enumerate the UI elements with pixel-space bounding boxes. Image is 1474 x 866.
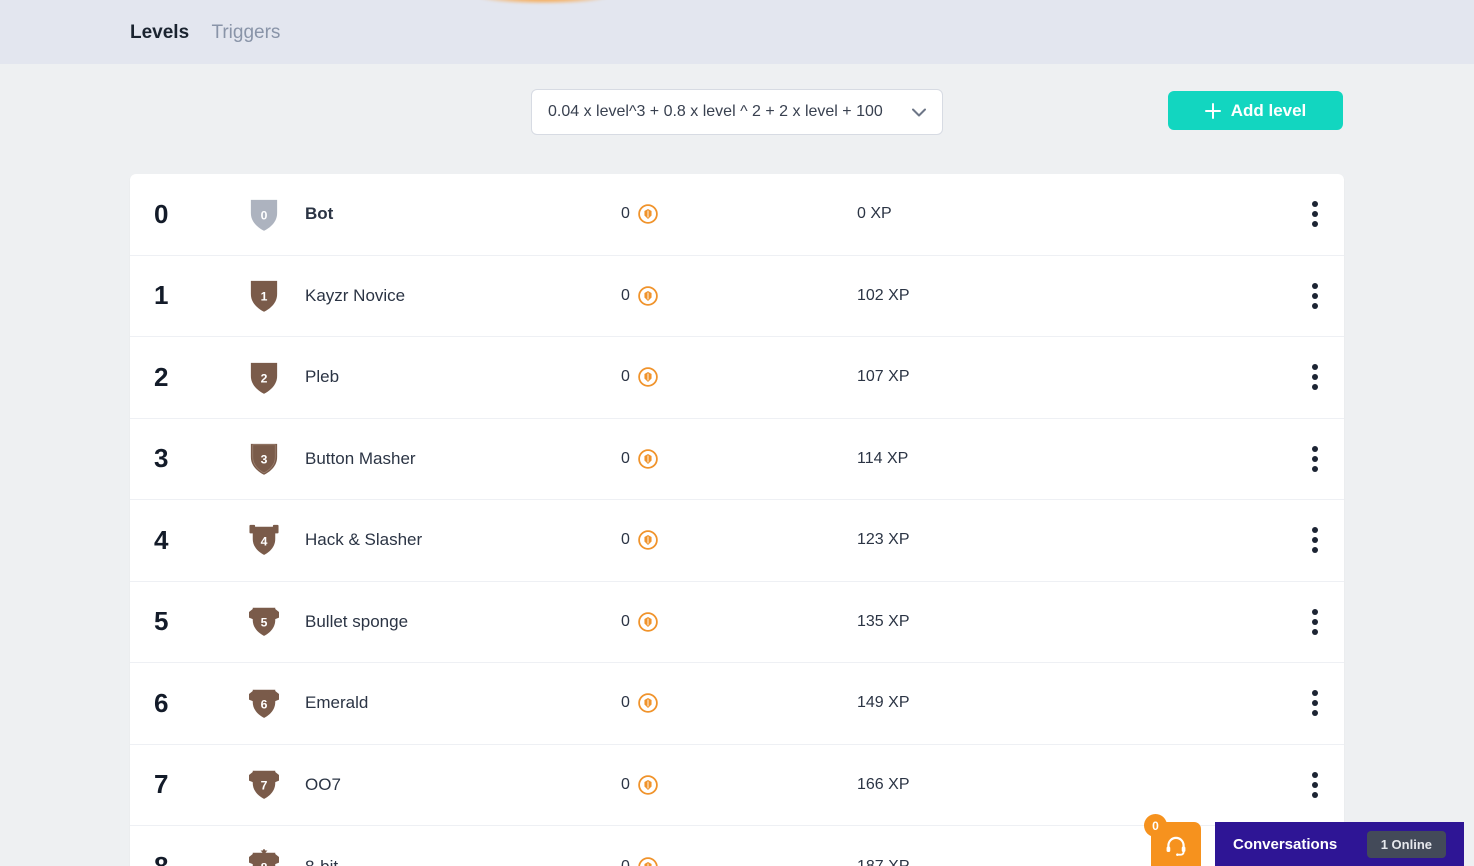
svg-text:7: 7 xyxy=(261,779,268,793)
svg-text:1: 1 xyxy=(261,290,268,304)
svg-text:0: 0 xyxy=(261,208,268,222)
svg-text:5: 5 xyxy=(261,616,268,630)
svg-text:4: 4 xyxy=(261,534,268,548)
svg-text:6: 6 xyxy=(261,697,268,711)
svg-text:2: 2 xyxy=(261,371,268,385)
svg-text:8: 8 xyxy=(261,861,268,866)
svg-text:3: 3 xyxy=(261,453,268,467)
